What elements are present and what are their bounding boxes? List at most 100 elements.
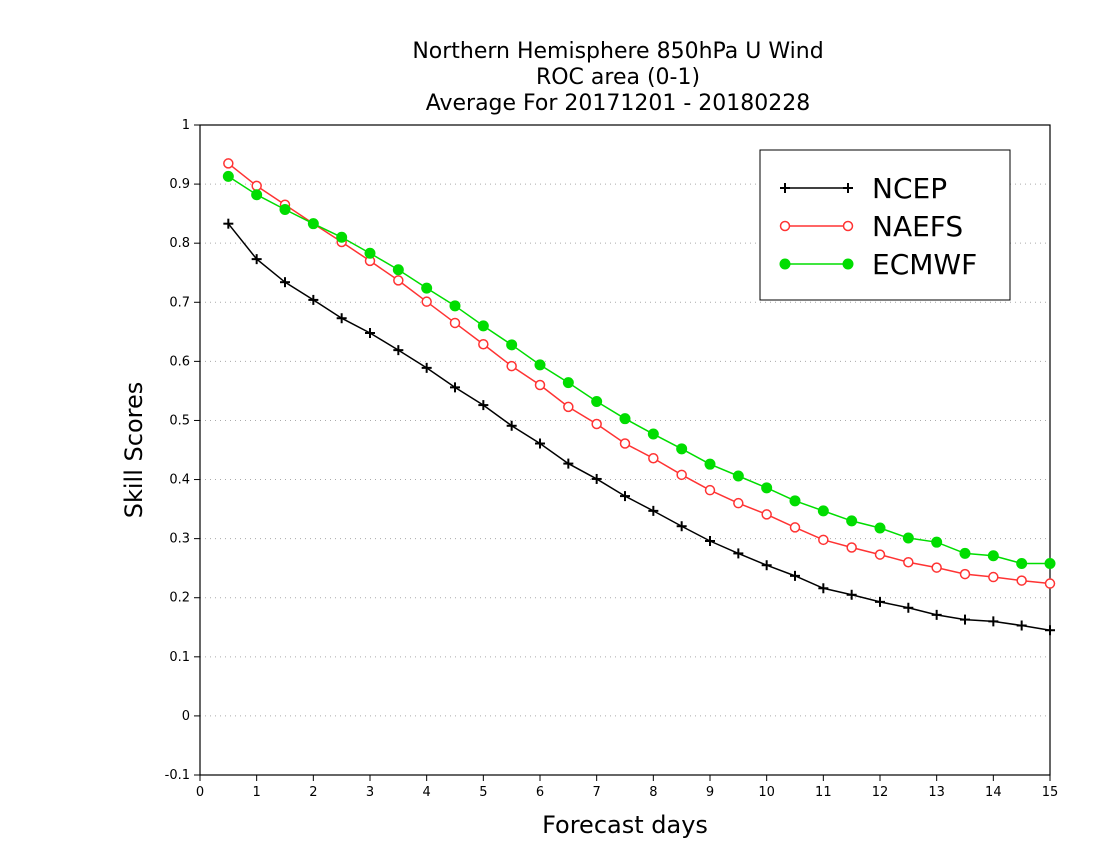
x-axis-label: Forecast days — [542, 811, 708, 839]
legend-item-ecmwf: ECMWF — [779, 248, 977, 281]
x-tick-label: 3 — [366, 785, 374, 800]
plot-frame — [199, 124, 1051, 776]
naefs-point — [478, 338, 489, 350]
ecmwf-point — [761, 482, 773, 494]
naefs-point — [789, 522, 801, 533]
ncep-point — [251, 254, 262, 265]
legend-item-naefs: NAEFS — [779, 210, 963, 243]
ecmwf-point — [279, 204, 291, 215]
ecmwf-point — [987, 550, 999, 562]
ecmwf-point — [222, 170, 234, 182]
x-tick-label: 7 — [593, 785, 601, 800]
ecmwf-point — [307, 218, 319, 230]
ecmwf-point — [364, 247, 376, 259]
ncep-point — [818, 583, 829, 594]
ecmwf-point — [449, 300, 461, 312]
naefs-point — [874, 549, 886, 560]
naefs-point — [506, 360, 517, 372]
naefs-point — [534, 379, 546, 391]
ncep-point — [1045, 625, 1055, 636]
naefs-point — [591, 418, 602, 430]
naefs-point — [251, 180, 262, 192]
ncep-point — [733, 548, 744, 559]
series-ecmwf — [222, 170, 1056, 569]
y-tick-label: 0.6 — [169, 354, 190, 369]
series-ncep — [223, 218, 1055, 636]
legend-marker-naefs — [842, 220, 854, 232]
ncep-point — [761, 560, 772, 571]
naefs-point — [818, 534, 829, 546]
x-tick-label: 2 — [309, 785, 317, 800]
axis-ticks: -0.100.10.20.30.40.50.60.70.80.910 1 2 3 4 5 6… — [165, 118, 1059, 800]
ncep-point — [280, 277, 290, 288]
legend-marker-ncep — [843, 183, 853, 193]
ncep-point — [223, 218, 234, 229]
ecmwf-point — [931, 536, 943, 548]
ecmwf-point — [647, 428, 659, 440]
ecmwf-point — [506, 339, 518, 351]
ncep-point — [790, 570, 800, 581]
y-tick-label: 0.5 — [169, 413, 190, 428]
ncep-point — [620, 491, 630, 502]
ecmwf-point — [251, 189, 263, 201]
naefs-point — [619, 438, 631, 449]
ncep-point — [591, 473, 602, 484]
ncep-point — [960, 614, 970, 625]
ecmwf-point — [392, 264, 404, 276]
x-tick-label: 15 — [1042, 785, 1059, 800]
legend-label-ncep: NCEP — [872, 172, 947, 205]
ncep-point — [365, 328, 375, 338]
ncep-point — [705, 536, 715, 546]
ecmwf-point — [477, 320, 489, 332]
y-tick-label: 0.3 — [169, 532, 190, 547]
ecmwf-point — [676, 443, 688, 455]
naefs-point — [421, 296, 432, 307]
ncep-point — [308, 294, 319, 305]
ncep-line — [227, 223, 1051, 631]
x-tick-label: 1 — [253, 785, 261, 800]
ncep-point — [563, 458, 574, 469]
y-tick-label: 0.1 — [169, 650, 190, 665]
naefs-point — [846, 542, 857, 553]
series-layer — [222, 158, 1056, 636]
title-line-1: Northern Hemisphere 850hPa U Wind — [412, 39, 823, 64]
legend-label-naefs: NAEFS — [872, 210, 963, 243]
ncep-point — [535, 438, 545, 449]
naefs-point — [393, 275, 404, 286]
y-tick-label: 0.2 — [169, 591, 190, 606]
ecmwf-point — [902, 532, 914, 544]
naefs-point — [449, 317, 461, 329]
ecmwf-point — [817, 505, 829, 517]
ncep-point — [676, 521, 687, 532]
ncep-point — [506, 420, 517, 431]
y-axis-label: Skill Scores — [120, 382, 148, 519]
x-tick-label: 9 — [706, 785, 714, 800]
x-tick-label: 12 — [872, 785, 889, 800]
ecmwf-point — [846, 515, 858, 527]
naefs-point — [931, 562, 942, 573]
naefs-point — [733, 497, 744, 509]
naefs-point — [676, 469, 687, 481]
naefs-point — [223, 158, 234, 169]
ncep-point — [648, 505, 659, 516]
ecmwf-point — [591, 396, 603, 408]
x-tick-label: 10 — [758, 785, 775, 800]
ecmwf-point — [789, 495, 801, 507]
x-tick-label: 4 — [423, 785, 431, 800]
naefs-point — [563, 401, 574, 413]
legend-marker-naefs — [779, 220, 791, 232]
x-tick-label: 8 — [649, 785, 657, 800]
legend-box — [759, 149, 1011, 301]
naefs-point — [1044, 578, 1056, 589]
x-tick-label: 6 — [536, 785, 544, 800]
naefs-point — [988, 571, 999, 583]
legend-marker-ecmwf — [842, 258, 854, 270]
naefs-point — [903, 557, 914, 568]
legend-label-ecmwf: ECMWF — [872, 248, 977, 281]
ncep-point — [478, 400, 489, 411]
x-tick-label: 5 — [479, 785, 487, 800]
ncep-point — [393, 345, 404, 356]
ncep-point — [988, 616, 999, 627]
x-tick-label: 14 — [985, 785, 1002, 800]
